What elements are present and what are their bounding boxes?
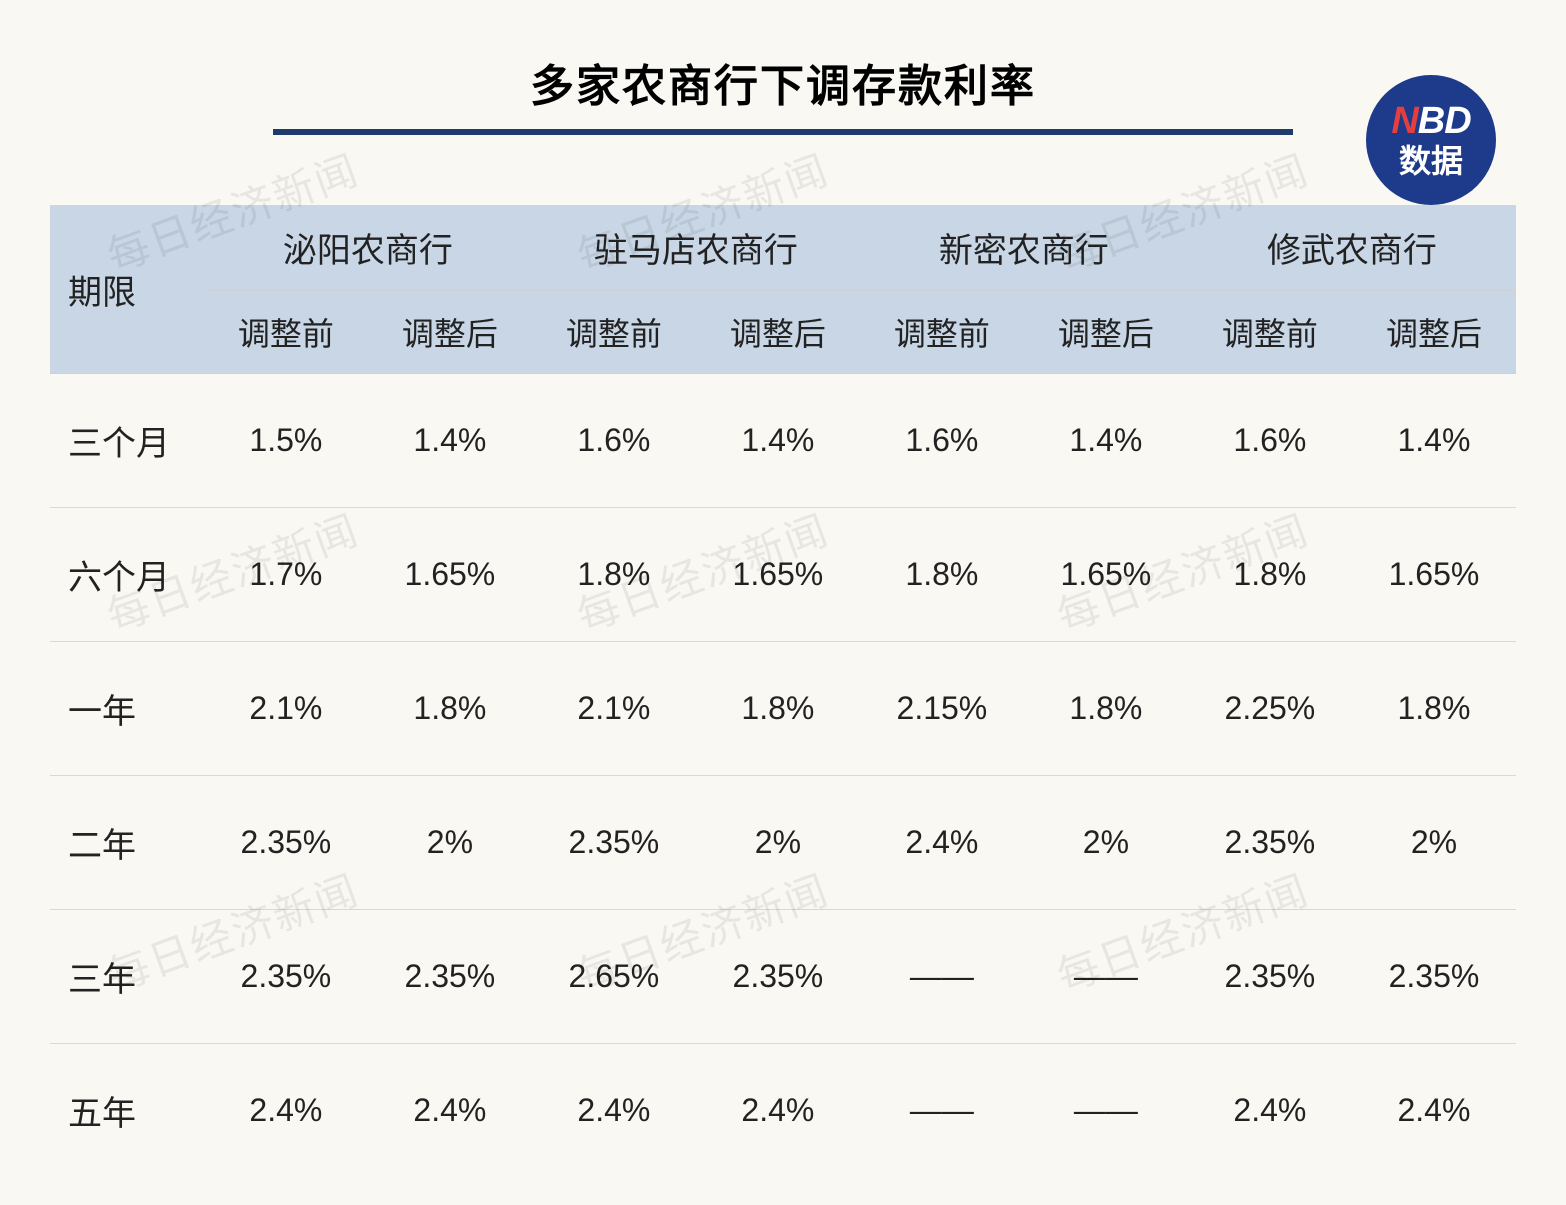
table-row: 五年2.4%2.4%2.4%2.4%————2.4%2.4% [50, 1044, 1516, 1178]
rate-cell: 1.8% [1352, 642, 1516, 776]
rate-cell: 2% [368, 776, 532, 910]
table-row: 六个月1.7%1.65%1.8%1.65%1.8%1.65%1.8%1.65% [50, 508, 1516, 642]
table-row: 二年2.35%2%2.35%2%2.4%2%2.35%2% [50, 776, 1516, 910]
term-cell: 六个月 [50, 508, 204, 642]
rate-cell: 2.35% [1188, 910, 1352, 1044]
rate-cell: 1.8% [860, 508, 1024, 642]
badge-n: N [1391, 100, 1417, 142]
bank-header: 修武农商行 [1188, 205, 1516, 291]
rate-cell: 1.6% [532, 374, 696, 508]
badge-sub: 数据 [1399, 144, 1463, 179]
table-row: 三年2.35%2.35%2.65%2.35%————2.35%2.35% [50, 910, 1516, 1044]
rate-cell: 2.35% [1352, 910, 1516, 1044]
rate-cell: —— [1024, 910, 1188, 1044]
title-underline [273, 129, 1293, 135]
subheader-after: 调整后 [696, 291, 860, 374]
badge-bd: BD [1418, 100, 1471, 142]
table-body: 三个月1.5%1.4%1.6%1.4%1.6%1.4%1.6%1.4%六个月1.… [50, 374, 1516, 1178]
rates-table: 期限 泌阳农商行 驻马店农商行 新密农商行 修武农商行 调整前 调整后 调整前 … [50, 205, 1516, 1177]
term-cell: 五年 [50, 1044, 204, 1178]
rate-cell: 2.4% [368, 1044, 532, 1178]
rate-cell: 2.25% [1188, 642, 1352, 776]
nbd-badge: NBD 数据 [1366, 75, 1496, 205]
rate-cell: 1.4% [696, 374, 860, 508]
subheader-before: 调整前 [1188, 291, 1352, 374]
rate-cell: 1.65% [696, 508, 860, 642]
header-row-banks: 期限 泌阳农商行 驻马店农商行 新密农商行 修武农商行 [50, 205, 1516, 291]
rate-cell: 1.5% [204, 374, 368, 508]
rate-cell: 2.4% [204, 1044, 368, 1178]
rate-cell: —— [860, 1044, 1024, 1178]
title-area: 多家农商行下调存款利率 NBD 数据 [50, 50, 1516, 135]
rate-cell: 2% [1024, 776, 1188, 910]
rate-cell: 1.8% [1024, 642, 1188, 776]
table-head: 期限 泌阳农商行 驻马店农商行 新密农商行 修武农商行 调整前 调整后 调整前 … [50, 205, 1516, 374]
rate-cell: 1.8% [1188, 508, 1352, 642]
subheader-after: 调整后 [368, 291, 532, 374]
table-row: 一年2.1%1.8%2.1%1.8%2.15%1.8%2.25%1.8% [50, 642, 1516, 776]
rate-cell: 2.1% [204, 642, 368, 776]
page-title: 多家农商行下调存款利率 [50, 50, 1516, 129]
rate-cell: 1.4% [1352, 374, 1516, 508]
rate-cell: 2.4% [532, 1044, 696, 1178]
rate-cell: 2.15% [860, 642, 1024, 776]
subheader-after: 调整后 [1024, 291, 1188, 374]
bank-header: 新密农商行 [860, 205, 1188, 291]
rate-cell: 1.8% [532, 508, 696, 642]
infographic-container: 多家农商行下调存款利率 NBD 数据 期限 泌阳农商行 驻马店农商行 新密农商行… [50, 50, 1516, 1177]
rate-cell: 1.4% [1024, 374, 1188, 508]
rate-cell: 1.8% [696, 642, 860, 776]
rate-cell: 2.35% [368, 910, 532, 1044]
rate-cell: 1.6% [1188, 374, 1352, 508]
rate-cell: 2% [696, 776, 860, 910]
subheader-before: 调整前 [532, 291, 696, 374]
rate-cell: 2.35% [204, 910, 368, 1044]
rate-cell: 2.35% [204, 776, 368, 910]
rate-cell: 2.4% [860, 776, 1024, 910]
rate-cell: 1.65% [368, 508, 532, 642]
rate-cell: 2.35% [1188, 776, 1352, 910]
bank-header: 驻马店农商行 [532, 205, 860, 291]
term-header: 期限 [50, 205, 204, 374]
rate-cell: 2.65% [532, 910, 696, 1044]
rate-cell: 1.65% [1352, 508, 1516, 642]
term-cell: 一年 [50, 642, 204, 776]
rate-cell: 1.6% [860, 374, 1024, 508]
rate-cell: —— [860, 910, 1024, 1044]
rate-cell: 2.4% [696, 1044, 860, 1178]
rate-cell: 1.4% [368, 374, 532, 508]
rate-cell: 1.7% [204, 508, 368, 642]
badge-nbd: NBD [1391, 101, 1470, 143]
rate-cell: 2.4% [1188, 1044, 1352, 1178]
subheader-after: 调整后 [1352, 291, 1516, 374]
term-cell: 三个月 [50, 374, 204, 508]
rate-cell: 1.65% [1024, 508, 1188, 642]
subheader-before: 调整前 [860, 291, 1024, 374]
rate-cell: 2.1% [532, 642, 696, 776]
term-cell: 三年 [50, 910, 204, 1044]
rate-cell: 2.4% [1352, 1044, 1516, 1178]
term-cell: 二年 [50, 776, 204, 910]
header-row-sub: 调整前 调整后 调整前 调整后 调整前 调整后 调整前 调整后 [50, 291, 1516, 374]
bank-header: 泌阳农商行 [204, 205, 532, 291]
rate-cell: —— [1024, 1044, 1188, 1178]
rate-cell: 2.35% [696, 910, 860, 1044]
rate-cell: 2% [1352, 776, 1516, 910]
rate-cell: 1.8% [368, 642, 532, 776]
table-row: 三个月1.5%1.4%1.6%1.4%1.6%1.4%1.6%1.4% [50, 374, 1516, 508]
subheader-before: 调整前 [204, 291, 368, 374]
rate-cell: 2.35% [532, 776, 696, 910]
